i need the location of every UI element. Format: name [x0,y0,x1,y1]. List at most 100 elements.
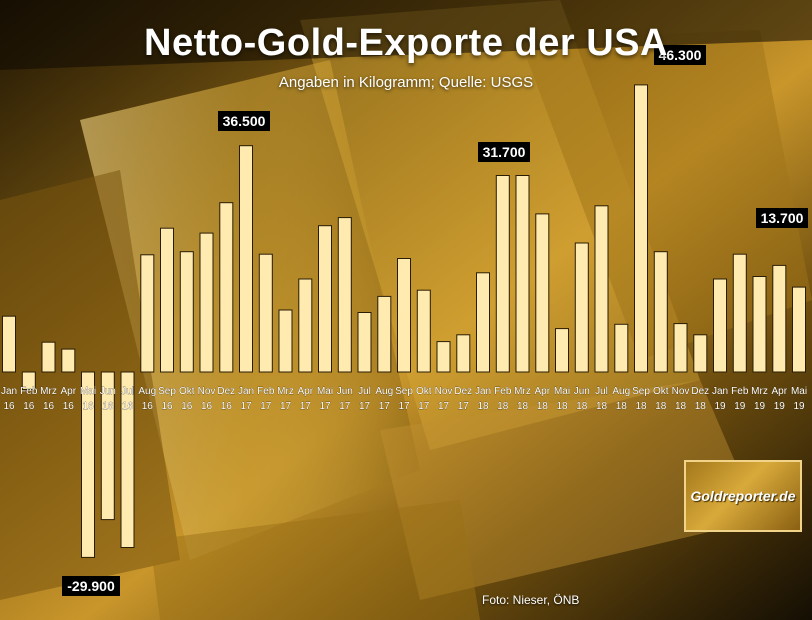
bar-jan-17 [239,145,253,373]
chart-subtitle: Angaben in Kilogramm; Quelle: USGS [278,74,534,91]
data-label-bg [756,208,808,228]
tick-label-month: Mai [791,386,807,397]
tick-label-month: Jan [712,386,728,397]
bar-mrz-18 [515,175,530,373]
bar-mai-19 [792,286,806,373]
data-label-group: 13.700 [756,208,808,228]
bar-apr-18 [535,213,550,373]
tick-label-year: 18 [695,401,707,412]
data-label-bg [478,142,530,162]
tick-label-month: Mai [554,386,570,397]
tick-label-year: 16 [23,401,35,412]
tick-label-month: Sep [395,386,413,397]
tick-label-year: 19 [774,401,786,412]
tick-label-year: 18 [477,401,489,412]
tick-label-month: Mai [80,386,96,397]
bar-sep-16 [160,227,174,373]
bar-mrz-19 [752,276,767,373]
tick-label-month: Okt [416,386,432,397]
bar-mrz-17 [278,309,293,373]
tick-label-year: 19 [754,401,766,412]
tick-label-year: 17 [458,401,470,412]
tick-label-month: Mrz [277,386,294,397]
tick-label-month: Jun [100,386,116,397]
tick-label-year: 16 [63,401,75,412]
tick-label-year: 18 [655,401,667,412]
tick-label-year: 17 [359,401,371,412]
tick-label-month: Sep [632,386,650,397]
tick-labels-layer: Jan 16 Feb 16 Mrz 16 Apr 16 Mai 16 Jun 16 Jul 16 Aug 16… [1,386,808,412]
bar-jan-19 [713,278,727,373]
bar-jun-17 [337,217,352,373]
tick-label-month: Mrz [751,386,768,397]
photo-credit: Foto: Nieser, ÖNB [482,593,580,607]
tick-label-month: Jul [121,386,134,397]
tick-label-year: 16 [3,401,15,412]
tick-label-year: 19 [793,401,805,412]
bar-feb-19 [732,253,747,373]
tick-label-month: Nov [672,386,690,397]
tick-label-year: 16 [201,401,213,412]
bar-sep-18 [634,84,648,373]
tick-label-month: Jul [595,386,608,397]
tick-label-year: 16 [142,401,154,412]
data-label-bg [62,576,120,596]
tick-label-month: Jan [238,386,254,397]
bar-okt-17 [416,289,431,373]
tick-label-year: 16 [102,401,114,412]
bar-aug-17 [377,295,392,373]
data-label-group: 46.300 [654,45,706,65]
tick-label-year: 17 [418,401,430,412]
tick-label-year: 18 [616,401,628,412]
data-label: 13.700 [761,210,804,226]
tick-label-year: 17 [300,401,312,412]
tick-label-year: 18 [635,401,647,412]
tick-label-year: 18 [497,401,509,412]
data-label-group: 31.700 [478,142,530,162]
bar-jun-18 [574,242,589,373]
tick-label-month: Jul [358,386,371,397]
chart-title: Netto-Gold-Exporte der USA [144,22,668,64]
bars-layer [2,84,806,558]
tick-label-month: Dez [691,386,709,397]
tick-label-year: 18 [596,401,608,412]
tick-label-year: 17 [260,401,272,412]
bar-jan-18 [476,272,490,373]
bar-apr-17 [298,278,313,373]
data-label: 46.300 [659,47,702,63]
data-label-bg [654,45,706,65]
tick-label-year: 17 [240,401,252,412]
bar-nov-17 [436,341,451,373]
tick-label-month: Mrz [40,386,57,397]
data-label-bg [218,111,270,131]
tick-label-month: Apr [61,386,77,397]
tick-label-year: 16 [181,401,193,412]
data-labels-layer: -29.900 36.500 31.700 46.300 13.700 [62,45,808,596]
tick-label-year: 18 [576,401,588,412]
bar-mai-18 [555,328,569,373]
data-label-group: 36.500 [218,111,270,131]
tick-label-year: 18 [537,401,549,412]
tick-label-month: Feb [494,386,512,397]
tick-label-month: Feb [731,386,749,397]
tick-label-year: 16 [221,401,233,412]
bar-dez-17 [456,334,471,373]
bar-dez-18 [693,334,708,373]
goldreporter-logo[interactable]: Goldreporter.de [684,460,802,532]
tick-label-month: Feb [20,386,38,397]
tick-label-year: 18 [675,401,687,412]
tick-label-year: 19 [734,401,746,412]
bar-feb-16 [21,371,36,390]
bar-jul-17 [357,312,372,373]
tick-label-month: Feb [257,386,275,397]
tick-label-month: Apr [772,386,788,397]
bar-jul-16 [120,371,135,548]
tick-label-month: Dez [454,386,472,397]
bar-mai-17 [318,225,332,373]
tick-label-month: Apr [535,386,551,397]
tick-label-month: Dez [217,386,235,397]
tick-label-month: Okt [653,386,669,397]
tick-label-year: 16 [82,401,94,412]
